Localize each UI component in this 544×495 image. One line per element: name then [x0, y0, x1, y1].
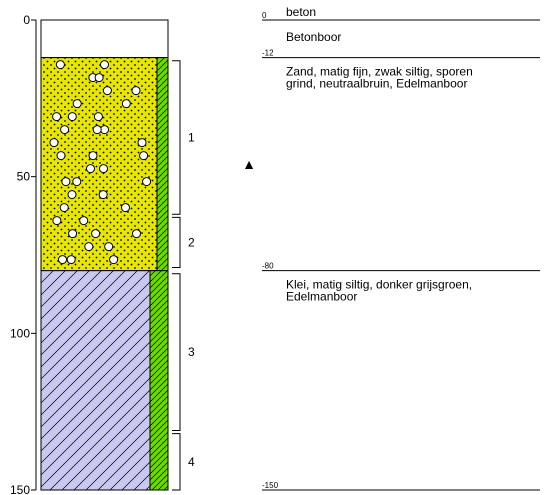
layer-description: Edelmanboor: [286, 290, 357, 304]
gravel-mark: [102, 86, 112, 96]
sample-bracket: [172, 60, 181, 215]
depth-tick-label: 100: [10, 326, 30, 340]
gravel-mark: [139, 151, 149, 161]
sample-label: 4: [188, 455, 195, 469]
gravel-mark: [92, 125, 102, 135]
gravel-mark: [60, 125, 70, 135]
sample-label: 2: [188, 235, 195, 249]
layer-description: grind, neutraalbruin, Edelmanboor: [286, 77, 467, 91]
gravel-mark: [84, 242, 94, 252]
layer-depth-label: -80: [262, 262, 274, 271]
gravel-mark: [121, 203, 130, 213]
layer-descriptions: 0 beton Betonboor -12 Zand, matig fijn, zwak…: [262, 5, 540, 491]
depth-tick-label: 150: [10, 483, 30, 495]
gravel-mark: [93, 112, 103, 122]
gravel-mark: [58, 255, 67, 265]
depth-tick-label: 50: [17, 170, 31, 184]
gravel-mark: [131, 86, 141, 96]
gravel-mark: [100, 60, 109, 70]
gravel-mark: [94, 73, 104, 83]
end-depth-label: -150: [262, 481, 279, 490]
gravel-mark: [121, 99, 131, 109]
depth-tick-label: 0: [23, 13, 30, 27]
strip-segment: [149, 270, 169, 491]
gravel-mark: [142, 177, 152, 187]
sample-bracket: [172, 433, 181, 491]
gravel-mark: [91, 229, 101, 239]
gravel-mark: [72, 177, 82, 187]
gravel-mark: [72, 99, 82, 109]
gravel-mark: [59, 203, 69, 213]
gravel-mark: [137, 138, 147, 148]
sample-intervals: 1 2 3 4: [172, 60, 195, 491]
sample-label: 1: [188, 131, 195, 145]
layer-depth-label: -12: [262, 49, 274, 58]
layer-description: Klei, matig siltig, donker grijsgroen,: [286, 278, 472, 292]
gravel-mark: [79, 216, 89, 226]
sample-bracket: [172, 273, 181, 431]
gravel-mark: [99, 164, 108, 174]
gravel-mark: [66, 255, 76, 265]
gravel-mark: [67, 112, 77, 122]
gravel-mark: [49, 138, 59, 148]
gravel-mark: [98, 190, 108, 200]
depth-axis: 0 50 100 150: [10, 13, 37, 495]
sample-label: 3: [188, 345, 195, 359]
gravel-mark: [86, 164, 95, 174]
gravel-mark: [52, 216, 62, 226]
strip-segment: [156, 57, 169, 272]
layer-description: beton: [286, 5, 316, 19]
gravel-mark: [61, 177, 71, 187]
gravel-mark: [88, 151, 98, 161]
soil-layer: [40, 19, 169, 59]
gravel-mark: [68, 229, 78, 239]
gravel-mark: [67, 190, 77, 200]
gravel-mark: [55, 60, 65, 70]
layer-depth-label: 0: [262, 11, 267, 20]
soil-layer: [40, 270, 169, 491]
gravel-mark: [104, 242, 114, 252]
gravel-mark: [52, 112, 62, 122]
gravel-mark: [56, 151, 66, 161]
water-level-icon: ▲: [242, 156, 256, 172]
gravel-mark: [109, 255, 119, 265]
soil-column: [40, 19, 169, 491]
sample-bracket: [172, 216, 181, 269]
layer-description: Betonboor: [286, 30, 341, 44]
gravel-mark: [132, 229, 141, 239]
green-strip: [149, 57, 169, 491]
layer-description: Zand, matig fijn, zwak siltig, sporen: [286, 65, 473, 79]
